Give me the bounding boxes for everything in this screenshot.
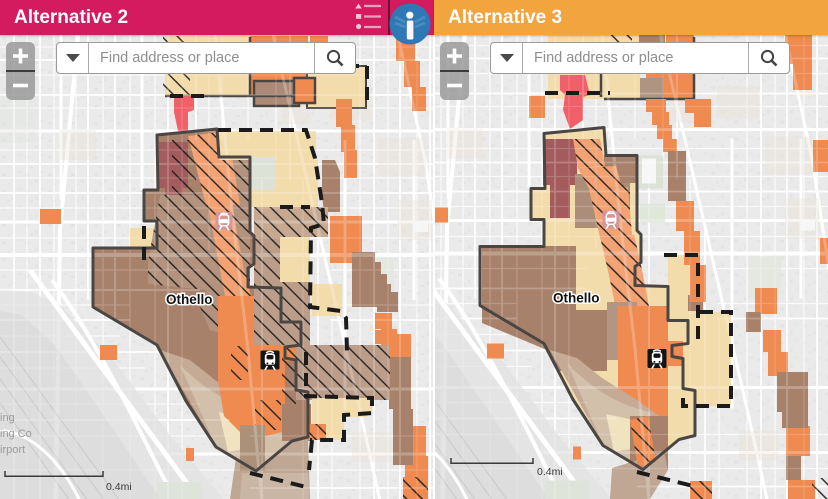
svg-text:ing: ing <box>0 412 15 424</box>
svg-text:ing Co: ing Co <box>0 428 32 440</box>
svg-text:0.4mi: 0.4mi <box>537 466 563 478</box>
svg-text:0.4mi: 0.4mi <box>106 481 132 493</box>
svg-text:irport: irport <box>0 444 25 456</box>
